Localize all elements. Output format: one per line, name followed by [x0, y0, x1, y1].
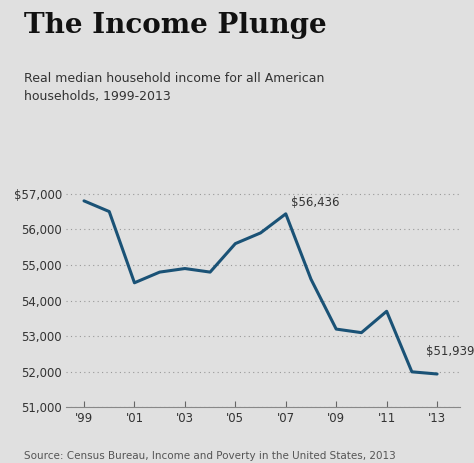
Text: $51,939: $51,939	[426, 345, 474, 358]
Text: $56,436: $56,436	[291, 196, 339, 209]
Text: Source: Census Bureau, Income and Poverty in the United States, 2013: Source: Census Bureau, Income and Povert…	[24, 450, 395, 461]
Text: The Income Plunge: The Income Plunge	[24, 12, 327, 38]
Text: Real median household income for all American
households, 1999-2013: Real median household income for all Ame…	[24, 72, 324, 103]
